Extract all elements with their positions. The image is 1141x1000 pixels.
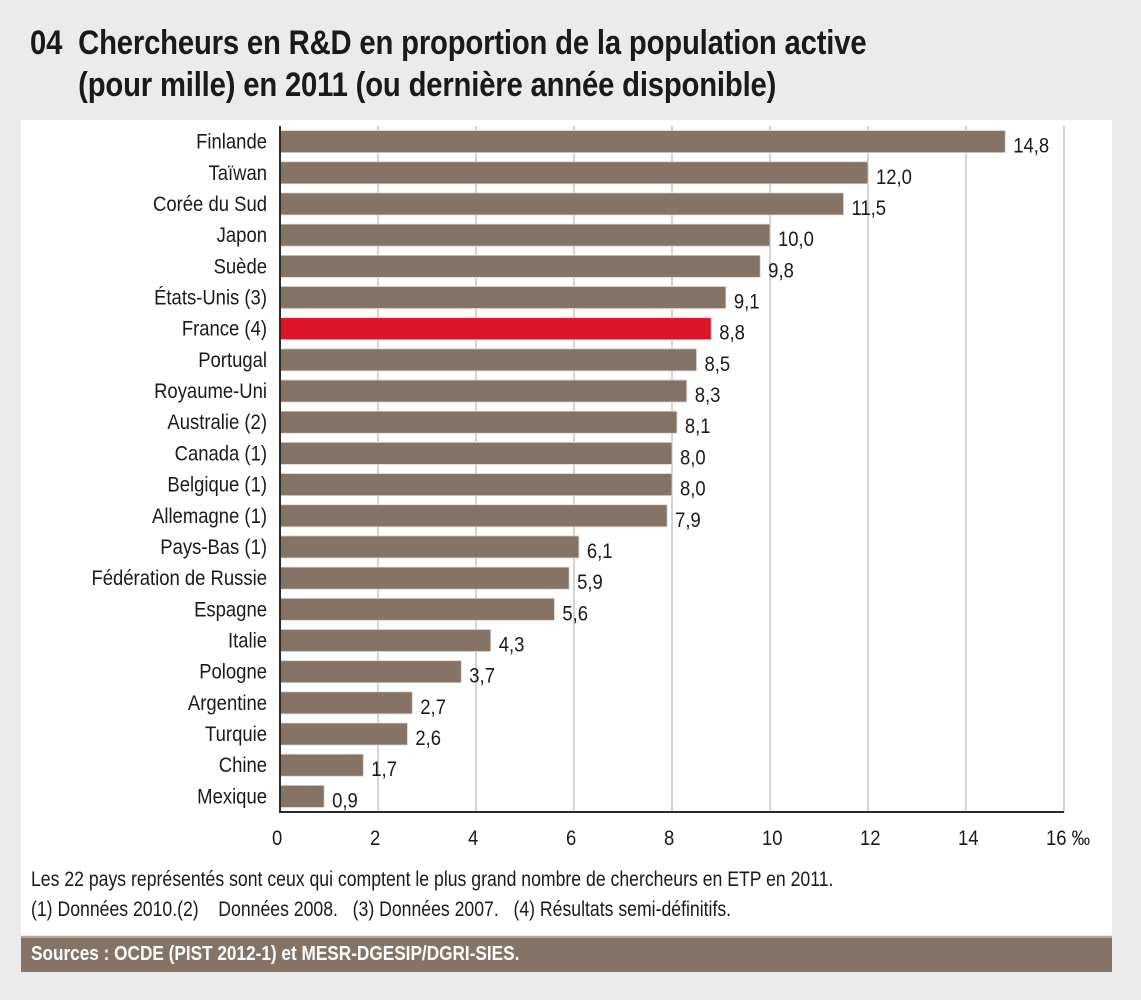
value-label: 8,0 — [680, 478, 706, 501]
value-label: 3,7 — [469, 665, 495, 688]
x-tick-label: 2 — [370, 827, 380, 850]
bar — [279, 753, 364, 777]
bar — [279, 535, 580, 559]
footnotes: Les 22 pays représentés sont ceux qui co… — [31, 865, 833, 925]
bar — [279, 566, 570, 590]
value-label: 9,1 — [734, 290, 760, 313]
value-label: 7,9 — [675, 509, 701, 532]
sources-bar: Sources : OCDE (PIST 2012-1) et MESR-DGE… — [21, 936, 1112, 972]
bar — [279, 722, 408, 746]
figure-number: 04 — [30, 24, 63, 62]
category-label: Chine — [219, 754, 267, 777]
category-label: Argentine — [188, 692, 267, 715]
category-label: France (4) — [182, 318, 267, 341]
category-label: Espagne — [194, 598, 267, 621]
category-label: Japon — [217, 224, 267, 247]
category-label: États-Unis (3) — [154, 285, 267, 309]
x-tick-label: 12 — [860, 827, 881, 850]
bar — [279, 473, 673, 496]
bar — [279, 597, 555, 621]
category-label: Suède — [214, 255, 267, 278]
bar — [279, 379, 688, 403]
value-label: 4,3 — [499, 633, 525, 656]
value-label: 12,0 — [876, 166, 912, 189]
x-tick-label: 10 — [762, 827, 783, 850]
bar — [279, 785, 325, 808]
value-label: 11,5 — [852, 197, 887, 220]
category-label: Portugal — [198, 349, 267, 372]
x-tick-label: 8 — [664, 827, 674, 850]
value-labels: 14,8 12,0 11,5 10,0 9,8 9,1 8,8 8,5 8,3 8,1 8,0 8,0… — [332, 135, 1049, 813]
bars — [279, 130, 1006, 808]
category-label: Corée du Sud — [153, 193, 267, 216]
title-line-2: (pour mille) en 2011 (ou dernière année … — [78, 66, 777, 104]
sources-text: Sources : OCDE (PIST 2012-1) et MESR-DGE… — [31, 943, 520, 965]
title-line-1: Chercheurs en R&D en proportion de la po… — [78, 24, 867, 62]
bar — [279, 348, 697, 372]
category-label: Royaume-Uni — [154, 380, 267, 403]
bar — [279, 504, 668, 528]
x-tick-label: 16 ‰ — [1046, 827, 1090, 850]
category-label: Italie — [228, 629, 267, 652]
bar — [279, 410, 678, 434]
value-label: 1,7 — [371, 758, 397, 781]
x-tick-label: 0 — [272, 827, 282, 850]
bar — [279, 161, 869, 185]
x-tick-labels: 0 2 4 6 8 10 12 14 16 ‰ — [272, 827, 1090, 850]
bar — [279, 629, 492, 652]
x-tick-label: 14 — [958, 827, 979, 850]
value-label: 8,0 — [680, 446, 706, 469]
category-label: Turquie — [205, 723, 267, 746]
value-label: 5,6 — [562, 602, 588, 625]
chart-title: 04 Chercheurs en R&D en proportion de la … — [30, 22, 867, 106]
value-label: 6,1 — [587, 540, 613, 563]
value-label: 9,8 — [768, 259, 794, 282]
category-label: Allemagne (1) — [152, 505, 267, 528]
x-tick-label: 6 — [566, 827, 576, 850]
category-label: Taïwan — [208, 162, 267, 185]
value-label: 14,8 — [1013, 135, 1049, 158]
value-label: 8,1 — [685, 415, 711, 438]
footnote-line-1: Les 22 pays représentés sont ceux qui co… — [31, 868, 834, 891]
bar — [279, 442, 673, 465]
category-label: Canada (1) — [175, 442, 267, 465]
x-tick-label: 4 — [468, 827, 478, 850]
category-label: Pologne — [199, 661, 267, 684]
value-label: 0,9 — [332, 789, 358, 812]
value-label: 8,8 — [719, 322, 745, 345]
bar — [279, 254, 761, 278]
bar — [279, 317, 712, 341]
category-labels: Finlande Taïwan Corée du Sud Japon Suède État… — [91, 131, 267, 809]
value-label: 8,5 — [705, 353, 731, 376]
bar — [279, 286, 727, 309]
category-label: Mexique — [197, 785, 267, 808]
category-label: Pays-Bas (1) — [160, 536, 267, 559]
category-label: Belgique (1) — [167, 474, 267, 497]
category-label: Finlande — [196, 131, 267, 154]
value-label: 8,3 — [695, 384, 721, 407]
axes — [279, 126, 1064, 813]
value-label: 10,0 — [778, 228, 814, 251]
value-label: 2,6 — [415, 727, 441, 750]
bar — [279, 660, 462, 684]
category-label: Australie (2) — [167, 411, 267, 434]
category-label: Fédération de Russie — [91, 567, 267, 590]
bar — [279, 691, 413, 715]
value-label: 5,9 — [577, 571, 603, 594]
footnote-line-2: (1) Données 2010.(2) Données 2008. (3) D… — [31, 898, 732, 921]
bar — [279, 130, 1006, 153]
bar — [279, 223, 771, 247]
bar — [279, 192, 844, 216]
value-label: 2,7 — [420, 696, 446, 719]
